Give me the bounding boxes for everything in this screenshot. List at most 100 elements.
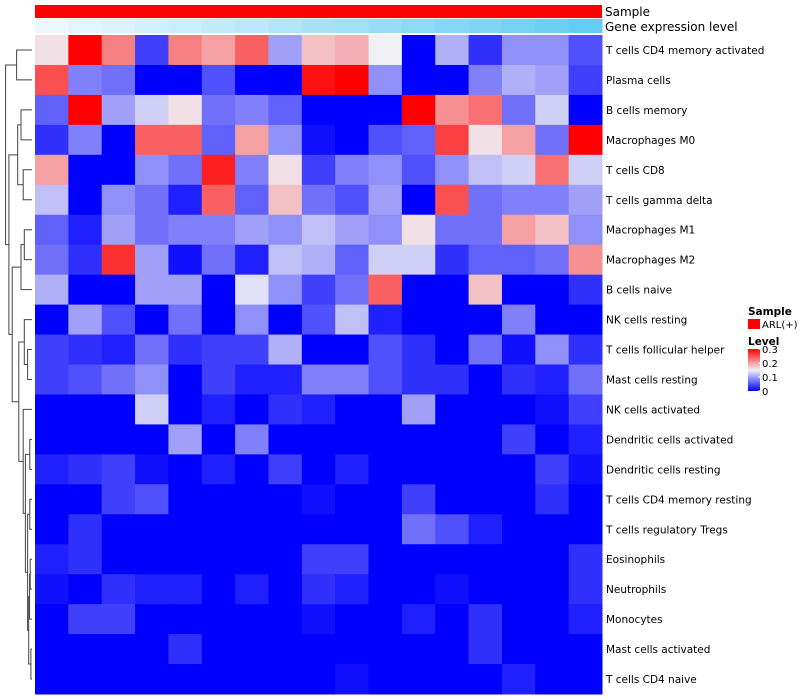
heatmap-cell	[335, 544, 370, 575]
heatmap-cell	[568, 274, 603, 306]
row-label: T cells CD8	[605, 165, 665, 177]
heatmap-cell	[268, 484, 303, 515]
heatmap-cell	[401, 604, 436, 635]
heatmap-cell	[235, 604, 269, 635]
heatmap-cell	[501, 214, 536, 246]
heatmap-cell	[335, 634, 370, 665]
heatmap-cell	[368, 244, 403, 276]
heatmap-cell	[368, 334, 403, 365]
heatmap-cell	[35, 334, 69, 365]
heatmap-cell	[468, 454, 503, 485]
heatmap-cell	[168, 154, 203, 186]
heatmap-cell	[135, 364, 169, 395]
heatmap-cell	[401, 244, 436, 276]
heatmap-cell	[568, 154, 603, 186]
heatmap-cell	[435, 334, 470, 365]
heatmap-cell	[68, 454, 103, 485]
heatmap-cell	[501, 664, 536, 695]
heatmap-cell	[501, 304, 536, 336]
row-label: Neutrophils	[606, 584, 666, 596]
heatmap-cell	[335, 35, 370, 66]
heatmap-cell	[535, 394, 570, 425]
heatmap-cell	[101, 544, 136, 575]
heatmap-cell	[235, 304, 269, 336]
row-label: NK cells activated	[606, 404, 700, 416]
heatmap-cell	[368, 184, 403, 216]
heatmap-cell	[368, 544, 403, 575]
heatmap-cell	[35, 35, 69, 66]
heatmap-cell	[201, 35, 236, 66]
dendrogram-branch	[5, 64, 17, 246]
heatmap-cell	[501, 424, 536, 455]
heatmap-cell	[468, 244, 503, 276]
heatmap-cell	[501, 514, 536, 545]
heatmap-cell	[501, 634, 536, 665]
row-dendrogram	[5, 49, 32, 680]
heatmap-cell	[501, 274, 536, 306]
heatmap-cell	[135, 514, 169, 545]
heatmap-cell	[235, 634, 269, 665]
heatmap-cell	[201, 154, 236, 186]
heatmap-cell	[68, 214, 103, 246]
heatmap-cell	[201, 184, 236, 216]
heatmap-cell	[401, 664, 436, 695]
heatmap-cell	[368, 514, 403, 545]
heatmap-cell	[401, 94, 436, 126]
heatmap-cell	[68, 364, 103, 395]
row-label: T cells CD4 memory resting	[605, 494, 752, 506]
heatmap-cell	[235, 274, 269, 306]
heatmap-cell	[201, 94, 236, 126]
heatmap-cell	[468, 274, 503, 306]
heatmap-cell	[235, 514, 269, 545]
heatmap-cell	[268, 394, 303, 425]
gene-bar-cell	[135, 19, 169, 33]
heatmap-cell	[201, 454, 236, 485]
heatmap-cell	[235, 424, 269, 455]
heatmap-cell	[301, 64, 336, 96]
heatmap-cell	[568, 304, 603, 336]
heatmap-cell	[135, 394, 169, 425]
heatmap-cell	[335, 454, 370, 485]
heatmap-cell	[368, 274, 403, 306]
heatmap-cell	[301, 184, 336, 216]
heatmap-cell	[35, 484, 69, 515]
heatmap-cell	[301, 35, 336, 66]
heatmap-cell	[501, 394, 536, 425]
heatmap-cell	[101, 664, 136, 695]
heatmap-cell	[501, 574, 536, 605]
heatmap-cell	[568, 64, 603, 96]
heatmap-cell	[435, 394, 470, 425]
heatmap-cell	[568, 484, 603, 515]
dendrogram-branch	[30, 648, 32, 680]
row-label: T cells CD4 naive	[605, 674, 697, 686]
gene-bar-cell	[368, 19, 403, 33]
heatmap-cell	[135, 574, 169, 605]
heatmap-cell	[435, 35, 470, 66]
gene-bar-cell	[568, 19, 603, 33]
heatmap-cell	[535, 514, 570, 545]
heatmap-cell	[368, 394, 403, 425]
heatmap-cell	[168, 634, 203, 665]
heatmap-cell	[368, 364, 403, 395]
heatmap-cell	[468, 184, 503, 216]
heatmap-cell	[135, 274, 169, 306]
heatmap-cell	[435, 154, 470, 186]
heatmap-cell	[201, 424, 236, 455]
heatmap-cell	[401, 544, 436, 575]
row-label: T cells follicular helper	[605, 345, 725, 357]
heatmap-cell	[401, 634, 436, 665]
heatmap-cell	[268, 214, 303, 246]
heatmap-cell	[201, 604, 236, 635]
heatmap-cell	[168, 574, 203, 605]
heatmap-cell	[235, 94, 269, 126]
heatmap-cell	[35, 64, 69, 96]
heatmap-cell	[68, 334, 103, 365]
heatmap-cell	[135, 304, 169, 336]
heatmap-cell	[468, 664, 503, 695]
gene-bar-cell	[535, 19, 570, 33]
heatmap-cell	[568, 334, 603, 365]
heatmap-cell	[568, 364, 603, 395]
heatmap-cell	[435, 634, 470, 665]
row-label: T cells regulatory Tregs	[605, 524, 728, 536]
heatmap-cell	[201, 364, 236, 395]
